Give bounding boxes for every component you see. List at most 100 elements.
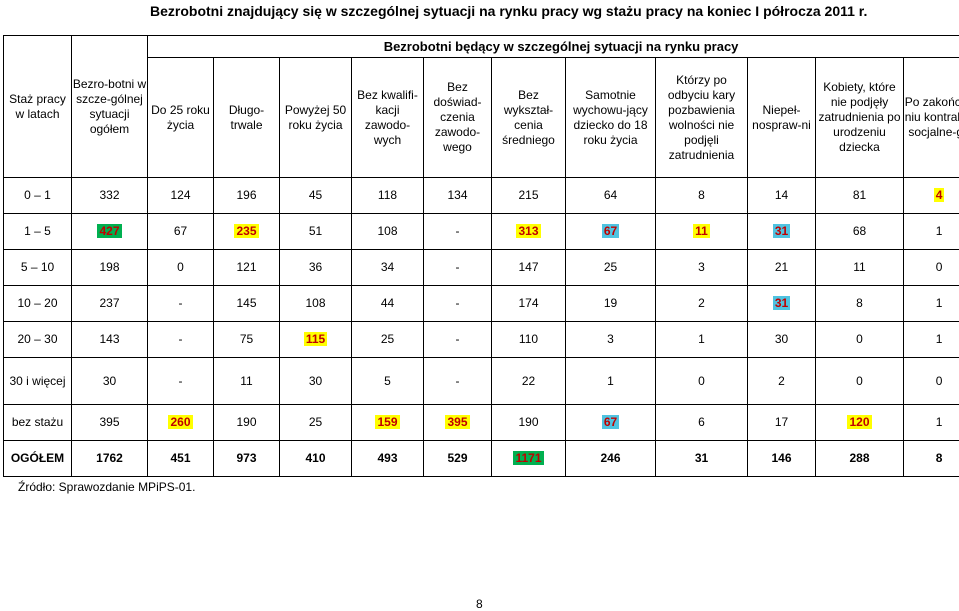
table-cell: 64 [566, 178, 656, 214]
table-cell: - [424, 358, 492, 405]
cell-value: 64 [602, 188, 619, 202]
cell-value: 529 [445, 451, 469, 465]
cell-value: 6 [696, 415, 707, 429]
table-cell: 67 [566, 214, 656, 250]
cell-value: - [454, 224, 462, 238]
cell-value: 11 [851, 260, 867, 274]
cell-value: 11 [238, 374, 254, 388]
page-title: Bezrobotni znajdujący się w szczególnej … [150, 3, 867, 19]
header-staz: Staż pracy w latach [4, 36, 72, 178]
table-cell: 395 [72, 405, 148, 441]
table-cell: 529 [424, 441, 492, 477]
cell-value: 22 [520, 374, 537, 388]
cell-value: 121 [234, 260, 258, 274]
table-cell: 1 [904, 322, 959, 358]
table-cell: 124 [148, 178, 214, 214]
table-cell: 108 [280, 286, 352, 322]
table-cell: - [424, 286, 492, 322]
cell-value: 427 [97, 224, 121, 238]
cell-value: 108 [303, 296, 327, 310]
cell-value: 198 [97, 260, 121, 274]
table-cell: 3 [656, 250, 748, 286]
table-cell: 395 [424, 405, 492, 441]
cell-value: 288 [847, 451, 871, 465]
cell-value: - [177, 374, 185, 388]
cell-value: 67 [172, 224, 189, 238]
cell-value: 410 [303, 451, 327, 465]
cell-value: 124 [168, 188, 192, 202]
cell-value: 2 [696, 296, 707, 310]
row-label: 5 – 10 [4, 250, 72, 286]
table-cell: 1171 [492, 441, 566, 477]
table-cell: 4 [904, 178, 959, 214]
cell-value: 0 [854, 374, 865, 388]
cell-value: 45 [307, 188, 324, 202]
table-cell: 196 [214, 178, 280, 214]
cell-value: 30 [101, 374, 118, 388]
table-cell: 0 [816, 358, 904, 405]
table-cell: 190 [492, 405, 566, 441]
cell-value: 30 [773, 332, 790, 346]
table-cell: 410 [280, 441, 352, 477]
table-cell: 260 [148, 405, 214, 441]
table-cell: 235 [214, 214, 280, 250]
header-sub: Po zakończe niu kontraktu socjalne-go [904, 58, 959, 178]
table-cell: 1 [904, 214, 959, 250]
cell-value: 1762 [94, 451, 125, 465]
table-cell: 1 [904, 286, 959, 322]
table-cell: 45 [280, 178, 352, 214]
table-cell: 31 [748, 286, 816, 322]
cell-value: - [454, 332, 462, 346]
cell-value: 14 [773, 188, 790, 202]
cell-value: 147 [516, 260, 540, 274]
table-cell: 11 [656, 214, 748, 250]
cell-value: 21 [773, 260, 790, 274]
table-cell: 22 [492, 358, 566, 405]
table-cell: 67 [566, 405, 656, 441]
table-cell: 31 [656, 441, 748, 477]
table-cell: 30 [280, 358, 352, 405]
cell-value: 235 [234, 224, 258, 238]
table-cell: 25 [566, 250, 656, 286]
table-cell: 120 [816, 405, 904, 441]
table-cell: 5 [352, 358, 424, 405]
header-sub: Do 25 roku życia [148, 58, 214, 178]
row-label: 20 – 30 [4, 322, 72, 358]
table-cell: - [424, 322, 492, 358]
table-cell: 1762 [72, 441, 148, 477]
cell-value: 1 [934, 332, 945, 346]
table-cell: 0 [816, 322, 904, 358]
table-cell: 146 [748, 441, 816, 477]
cell-value: 68 [851, 224, 868, 238]
table-cell: 3 [566, 322, 656, 358]
cell-value: 34 [379, 260, 396, 274]
cell-value: 190 [234, 415, 258, 429]
header-sub: Kobiety, które nie podjęły zatrudnienia … [816, 58, 904, 178]
cell-value: 25 [307, 415, 324, 429]
cell-value: 25 [602, 260, 619, 274]
cell-value: 1171 [513, 451, 543, 465]
table-cell: 313 [492, 214, 566, 250]
data-table: Staż pracy w latach Bezro-botni w szcze-… [3, 35, 959, 477]
header-sub: Długo-trwale [214, 58, 280, 178]
cell-value: 493 [375, 451, 399, 465]
cell-value: 2 [776, 374, 787, 388]
cell-value: 1 [696, 332, 707, 346]
table-cell: 81 [816, 178, 904, 214]
table-cell: 75 [214, 322, 280, 358]
cell-value: 143 [97, 332, 121, 346]
table-cell: 6 [656, 405, 748, 441]
header-sub: Powyżej 50 roku życia [280, 58, 352, 178]
cell-value: 1 [934, 224, 945, 238]
cell-value: 75 [238, 332, 255, 346]
cell-value: 145 [234, 296, 258, 310]
table-cell: - [148, 286, 214, 322]
table-cell: 68 [816, 214, 904, 250]
cell-value: 1 [934, 415, 945, 429]
table-cell: 44 [352, 286, 424, 322]
cell-value: 118 [376, 188, 399, 202]
